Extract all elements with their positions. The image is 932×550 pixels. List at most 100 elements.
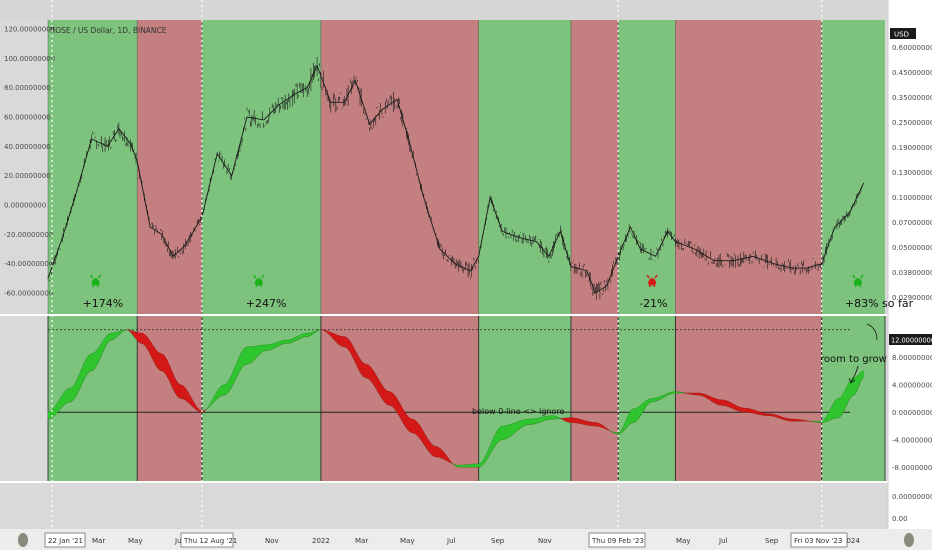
performance-label: +247%	[246, 297, 287, 310]
oscillator-bear-fill	[721, 399, 725, 406]
oscillator-bear-fill	[742, 407, 745, 413]
oscillator-bear-fill	[138, 332, 141, 344]
oscillator-bear-fill	[723, 399, 727, 407]
oscillator-bull-fill	[472, 463, 475, 468]
oscillator-bull-fill	[468, 464, 471, 468]
oscillator-bull-fill	[242, 347, 245, 368]
regime-zone-bear	[137, 20, 202, 314]
time-axis-label: Jul	[446, 537, 456, 545]
oscillator-bear-fill	[135, 331, 138, 342]
oscillator-bull-fill	[244, 346, 248, 366]
performance-label: +174%	[83, 297, 124, 310]
performance-label: -21%	[639, 297, 667, 310]
time-axis-label: Nov	[265, 537, 279, 545]
oscillator-bear-fill	[414, 419, 418, 436]
oscillator-level-badge-label: 12.00000000	[891, 337, 932, 345]
price-axis-tick-label: 0.25000000	[892, 119, 932, 127]
oscillator-bear-fill	[141, 332, 144, 345]
oscillator-bull-fill	[306, 332, 309, 337]
oscillator-bear-fill	[433, 445, 437, 458]
price-axis-tick-label: 0.19000000	[892, 144, 932, 152]
oscillator-axis-tick-label: -4.00000000	[892, 436, 932, 444]
oscillator-fills	[47, 329, 864, 468]
oscillator-bull-fill	[651, 398, 655, 403]
left-axis-tick-label: 40.00000000	[4, 143, 51, 151]
price-axis-tick-label: 0.60000000	[892, 44, 932, 52]
oscillator-bear-fill	[595, 422, 598, 427]
oscillator-bear-fill	[695, 392, 699, 396]
oscillator-bear-fill	[182, 385, 186, 401]
left-axis-tick-label: 60.00000000	[4, 114, 51, 122]
left-axis-tick-label: 100.00000000	[4, 55, 55, 63]
extra-pane-tick-label: 0.00	[892, 515, 908, 523]
oscillator-bull-fill	[502, 425, 506, 440]
room-to-grow-arrow	[850, 365, 859, 383]
scroll-left-handle[interactable]	[18, 533, 28, 547]
oscillator-bull-fill	[834, 398, 838, 419]
oscillator-bear-fill	[180, 384, 183, 400]
time-axis-label: May	[128, 537, 142, 545]
regime-zone-bull	[618, 20, 676, 314]
oscillator-bear-fill	[719, 399, 723, 406]
oscillator-bull-fill	[836, 398, 839, 419]
time-axis-label: May	[676, 537, 690, 545]
oscillator-bull-fill	[552, 415, 555, 420]
time-axis-label: 2022	[312, 537, 330, 545]
oscillator-bull-fill	[109, 332, 112, 342]
oscillator-bull-fill	[69, 386, 73, 403]
oscillator-bear-fill	[363, 363, 367, 379]
oscillator-bear-fill	[412, 418, 415, 434]
bull-icon	[90, 274, 102, 287]
oscillator-bull-fill	[550, 415, 553, 420]
oscillator-bull-fill	[635, 407, 638, 423]
oscillator-bear-fill	[744, 407, 748, 413]
oscillator-bull-fill	[847, 382, 850, 404]
oscillator-bull-fill	[474, 463, 477, 468]
oscillator-bull-fill	[841, 393, 844, 417]
regime-zone-bear	[320, 20, 479, 314]
price-axis-tick-label: 0.03800000	[892, 269, 932, 277]
oscillator-bull-fill	[252, 345, 256, 362]
price-axis-tick-label: 0.45000000	[892, 69, 932, 77]
regime-zone-bull	[618, 316, 676, 481]
oscillator-bull-fill	[528, 418, 532, 425]
oscillator-bull-fill	[65, 388, 69, 405]
oscillator-bear-fill	[365, 363, 369, 379]
time-axis-label: Mar	[92, 537, 105, 545]
oscillator-bull-fill	[223, 383, 227, 396]
oscillator-slow-line	[47, 329, 864, 468]
oscillator-bear-fill	[578, 418, 581, 425]
oscillator-bull-fill	[221, 384, 225, 396]
left-axis-tick-label: 80.00000000	[4, 84, 51, 92]
time-badge-label: Thu 09 Feb '23	[591, 537, 644, 545]
scroll-right-handle[interactable]	[904, 533, 914, 547]
oscillator-bear-fill	[157, 351, 160, 371]
oscillator-bull-fill	[304, 332, 308, 338]
oscillator-bear-fill	[716, 398, 720, 406]
extra-pane-axis: 0.00000000 0.00	[892, 493, 932, 523]
oscillator-bull-fill	[458, 464, 462, 468]
regime-zone-bull	[478, 20, 571, 314]
bull-icon	[253, 274, 265, 287]
oscillator-bear-fill	[163, 354, 166, 375]
oscillator-bear-fill	[592, 422, 596, 427]
price-axis: 0.60000000 0.45000000 0.35000000 0.25000000…	[892, 44, 932, 302]
time-axis-label: Jul	[718, 537, 728, 545]
oscillator-bear-fill	[384, 388, 388, 406]
time-badge: 22 Jan '21	[44, 532, 86, 548]
regime-zone-bull	[48, 20, 138, 314]
time-axis-label: Sep	[491, 537, 505, 545]
room-to-grow-arrowhead	[848, 377, 856, 384]
oscillator-fast-line	[47, 329, 864, 466]
bull-icon	[852, 274, 864, 287]
oscillator-bull-fill	[248, 346, 252, 365]
oscillator-bear-fill	[746, 408, 750, 413]
oscillator-bull-fill	[839, 395, 842, 418]
regime-zone-bear	[570, 316, 619, 481]
oscillator-bear-fill	[344, 336, 347, 349]
oscillator-bull-fill	[862, 370, 864, 379]
oscillator-bear-fill	[386, 390, 390, 406]
currency-badge: USD	[890, 28, 916, 39]
chart-title: ROSE / US Dollar, 1D, BINANCE	[50, 26, 167, 35]
